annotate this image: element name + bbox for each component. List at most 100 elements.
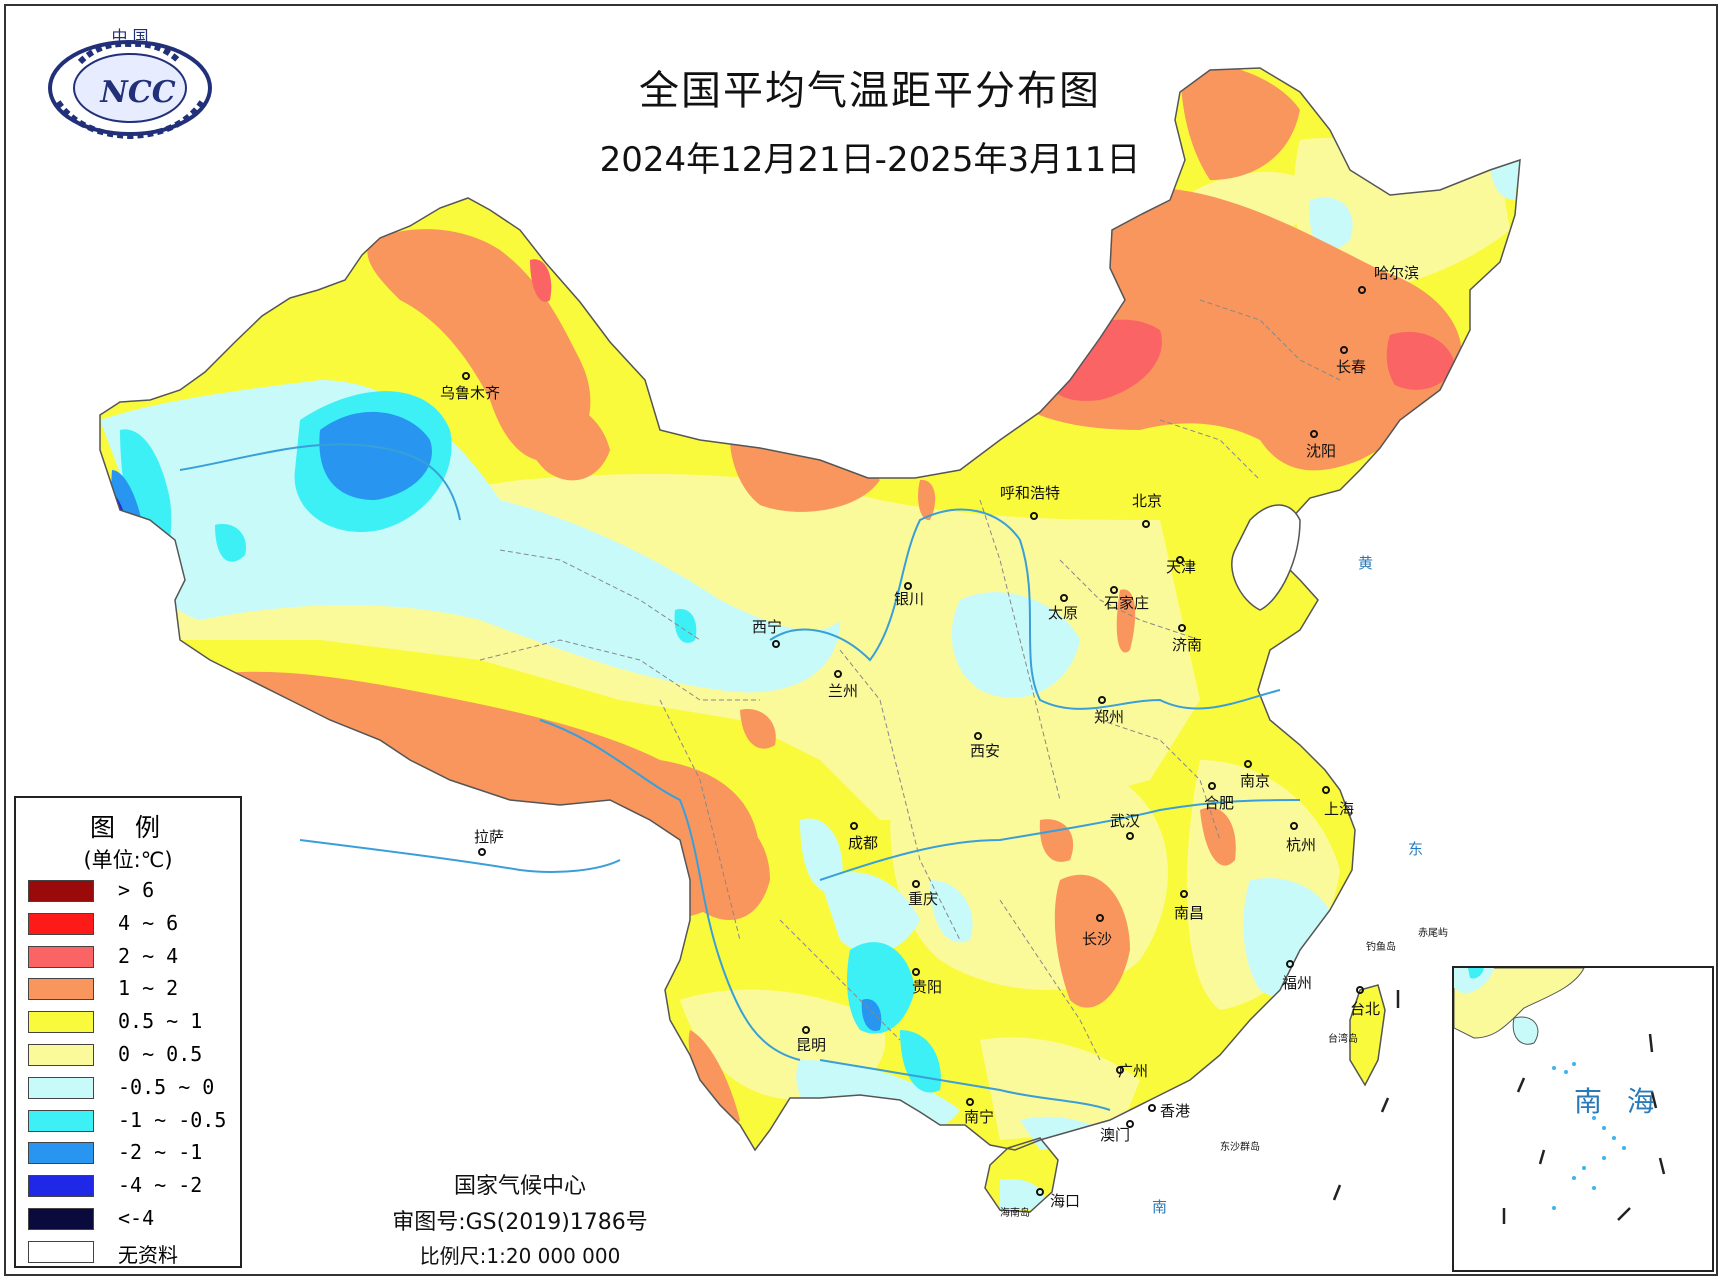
approval-number: 审图号:GS(2019)1786号: [392, 1210, 648, 1235]
city-label: 南宁: [964, 1108, 995, 1126]
city-marker: [1116, 1066, 1124, 1074]
city-label: 兰州: [828, 682, 859, 700]
city-marker: [1340, 346, 1348, 354]
legend-swatch: [28, 978, 94, 1001]
city-label: 海口: [1050, 1192, 1081, 1210]
city-marker: [1322, 786, 1330, 794]
city-marker: [462, 372, 470, 380]
city-label: 澳门: [1100, 1126, 1131, 1144]
city-label: 昆明: [796, 1036, 827, 1054]
south-sea-label: 南: [1152, 1198, 1168, 1216]
legend-swatch: [28, 1044, 94, 1066]
legend-label: -0.5 ~ 0: [118, 1074, 215, 1099]
city-marker: [1096, 914, 1104, 922]
city-label: 成都: [848, 834, 879, 852]
city-marker: [966, 1098, 974, 1106]
legend-unit: (单位:℃): [83, 848, 173, 872]
city-marker: [974, 732, 982, 740]
city-label: 银川: [894, 590, 925, 608]
legend-label: 0 ~ 0.5: [118, 1042, 203, 1066]
city-label: 香港: [1160, 1102, 1191, 1120]
city-marker: [1060, 594, 1068, 602]
city-marker: [912, 880, 920, 888]
logo-top-text: 中 国: [111, 27, 148, 46]
legend-label: 4 ~ 6: [118, 910, 179, 935]
legend-swatch: [28, 945, 94, 968]
city-label: 郑州: [1094, 708, 1125, 726]
taiwan-island-label: 台湾岛: [1328, 1034, 1358, 1045]
city-marker: [1178, 624, 1186, 632]
east-sea-label: 东: [1408, 840, 1424, 858]
city-marker: [1310, 430, 1318, 438]
legend: 图 例 (单位:℃) > 6 4 ~ 6 2 ~ 4 1 ~ 2 0.5 ~ 1 0 ~ …: [14, 796, 242, 1268]
city-marker: [802, 1026, 810, 1034]
city-label: 长沙: [1082, 930, 1113, 948]
city-marker: [1244, 760, 1252, 768]
city-label: 西宁: [752, 618, 783, 636]
city-marker: [1176, 556, 1184, 564]
legend-label: > 6: [118, 878, 155, 902]
city-label: 乌鲁木齐: [440, 384, 501, 402]
city-marker: [1110, 586, 1118, 594]
city-marker: [1148, 1104, 1156, 1112]
city-marker: [850, 822, 858, 830]
agency-credit: 国家气候中心: [453, 1174, 586, 1199]
map-date-range: 2024年12月21日-2025年3月11日: [599, 140, 1141, 180]
city-label: 呼和浩特: [1000, 484, 1061, 502]
city-marker: [1208, 782, 1216, 790]
inset-label: 南 海: [1574, 1085, 1663, 1118]
city-marker: [772, 640, 780, 648]
legend-title: 图 例: [90, 813, 166, 842]
legend-swatch: [28, 1076, 94, 1099]
legend-label: <-4: [118, 1206, 155, 1230]
city-label: 南京: [1240, 772, 1271, 790]
city-label: 合肥: [1204, 794, 1235, 812]
legend-swatch: [28, 1208, 94, 1230]
city-marker: [1286, 960, 1294, 968]
city-marker: [1036, 1188, 1044, 1196]
city-label: 济南: [1172, 636, 1203, 654]
city-label: 拉萨: [474, 828, 505, 846]
legend-label: 2 ~ 4: [118, 943, 179, 968]
map-scale: 比例尺:1:20 000 000: [419, 1244, 621, 1268]
city-marker: [904, 582, 912, 590]
dongsha-label: 东沙群岛: [1220, 1142, 1260, 1153]
city-label: 重庆: [908, 890, 939, 908]
diaoyu-label: 钓鱼岛: [1366, 942, 1396, 953]
city-label: 沈阳: [1306, 442, 1337, 460]
legend-label: 无资料: [118, 1242, 178, 1267]
legend-label: -1 ~ -0.5: [118, 1107, 227, 1132]
legend-swatch: [28, 912, 94, 935]
city-label: 台北: [1350, 1000, 1381, 1018]
legend-swatch: [28, 1240, 94, 1263]
legend-label: -4 ~ -2: [118, 1173, 203, 1198]
city-label: 西安: [970, 742, 1001, 760]
south-china-sea-inset: 南 海: [1452, 966, 1714, 1272]
city-marker: [912, 968, 920, 976]
city-label: 武汉: [1110, 812, 1141, 830]
chiwei-label: 赤尾屿: [1418, 928, 1448, 939]
legend-label: 1 ~ 2: [118, 976, 179, 1001]
city-marker: [1030, 512, 1038, 520]
city-label: 杭州: [1286, 836, 1317, 854]
city-label: 福州: [1282, 974, 1313, 992]
logo-mark: NCC: [99, 75, 175, 110]
yellow-sea-label: 黄: [1358, 554, 1374, 572]
city-label: 贵阳: [912, 978, 943, 996]
legend-swatch: [28, 1175, 94, 1198]
city-label: 哈尔滨: [1374, 264, 1420, 282]
ncc-logo: 中 国 NCC: [48, 27, 212, 140]
legend-swatch: [28, 1011, 94, 1034]
map-frame: [4, 4, 1718, 1276]
city-label: 广州: [1118, 1062, 1149, 1080]
hainan-island-label: 海南岛: [1000, 1208, 1030, 1219]
city-label: 上海: [1324, 800, 1355, 818]
legend-swatch: [28, 1142, 94, 1165]
city-marker: [1358, 286, 1366, 294]
city-label: 太原: [1048, 604, 1079, 622]
legend-swatch: [28, 1109, 94, 1132]
city-marker: [1142, 520, 1150, 528]
city-label: 长春: [1336, 358, 1367, 376]
city-marker: [834, 670, 842, 678]
